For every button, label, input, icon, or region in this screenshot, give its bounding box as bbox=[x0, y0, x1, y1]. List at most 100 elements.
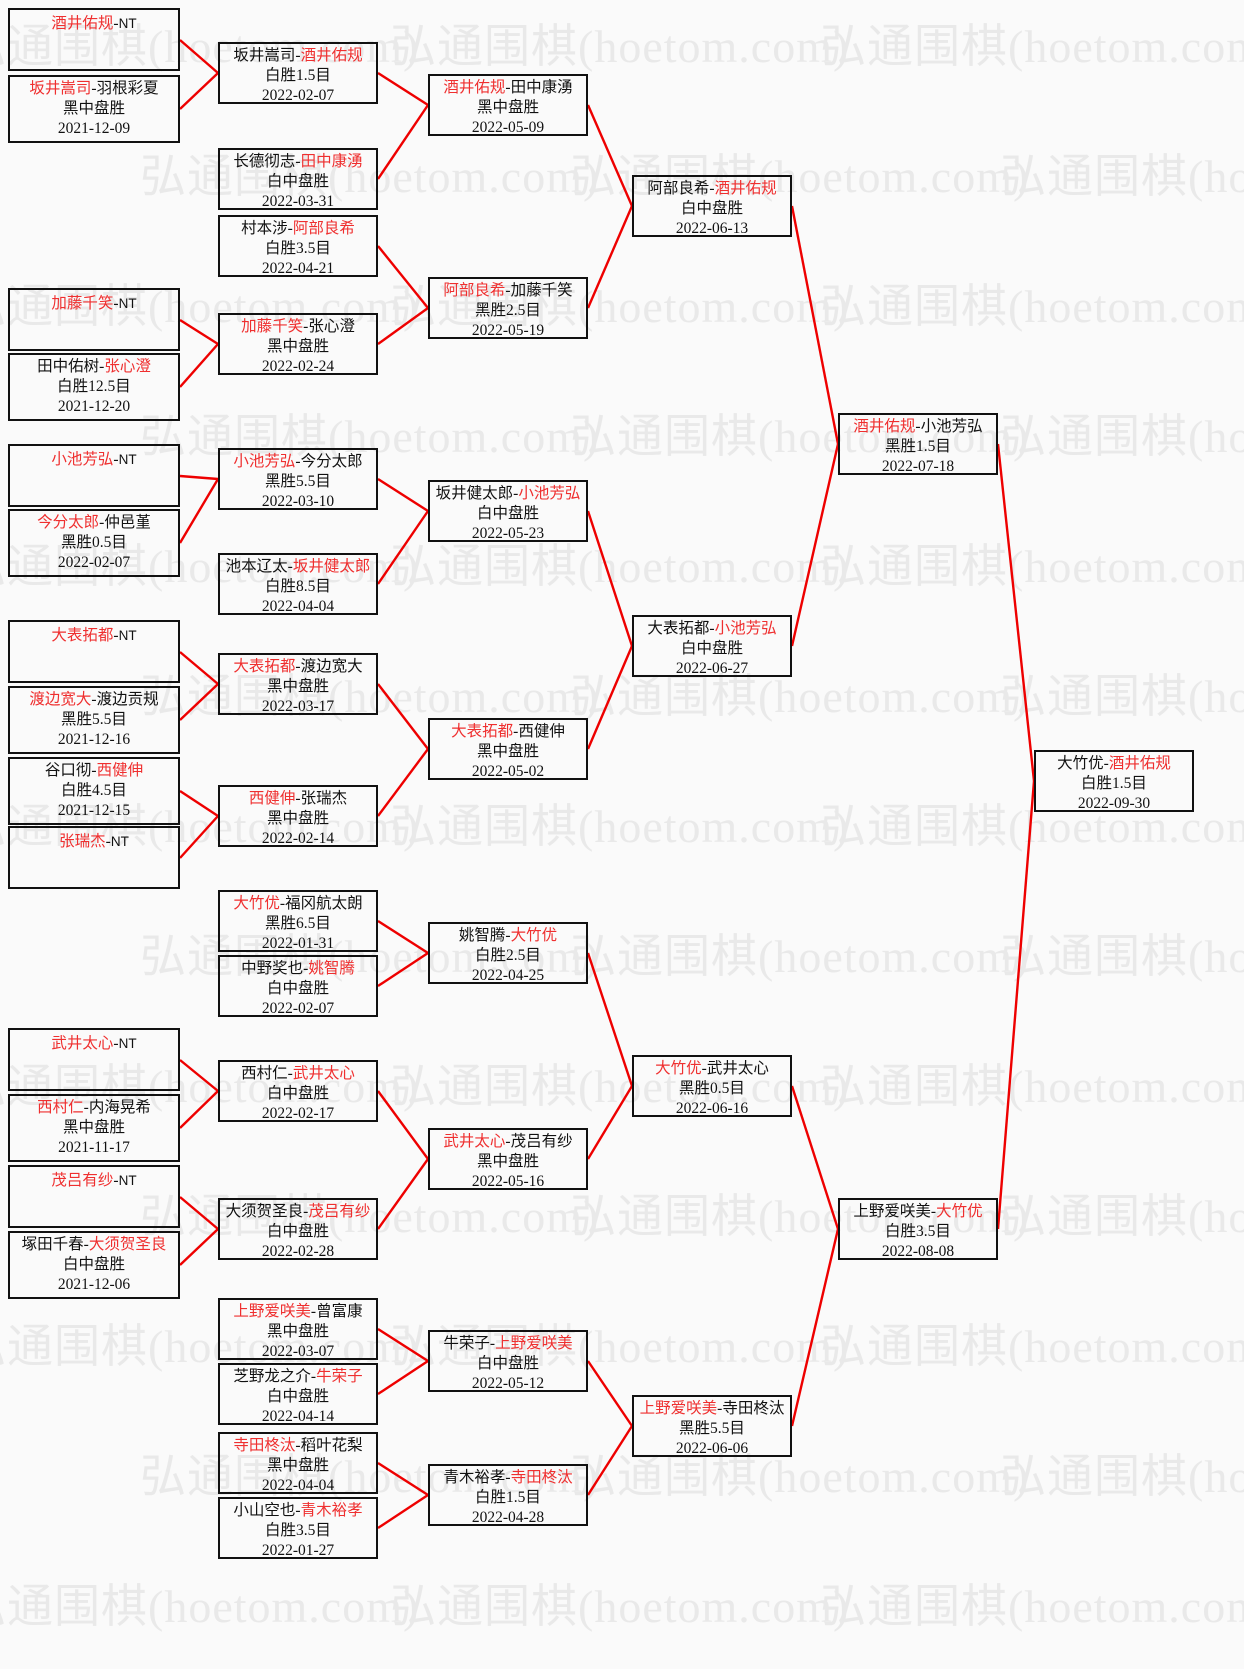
player-separator: - bbox=[295, 153, 301, 170]
match-box-r2_11[interactable]: 西村仁-武井太心 白中盘胜 2022-02-17 bbox=[218, 1060, 378, 1122]
match-date: 2022-06-06 bbox=[675, 1440, 749, 1457]
match-box-r2_04[interactable]: 加藤千笑-张心澄 黑中盘胜 2022-02-24 bbox=[218, 313, 378, 375]
player-separator: - bbox=[287, 1065, 293, 1082]
match-box-r3_08[interactable]: 青木裕孝-寺田柊汰 白胜1.5目 2022-04-28 bbox=[428, 1464, 588, 1526]
match-box-r4_01[interactable]: 阿部良希-酒井佑规 白中盘胜 2022-06-13 bbox=[632, 175, 792, 237]
match-box-r2_05[interactable]: 小池芳弘-今分太郎 黑胜5.5目 2022-03-10 bbox=[218, 448, 378, 510]
match-box-r1_13[interactable]: 茂吕有纱-NT bbox=[8, 1165, 180, 1228]
match-box-r1_09[interactable]: 谷口彻-西健伸 白胜4.5目 2021-12-15 bbox=[8, 757, 180, 825]
player-separator: - bbox=[295, 1502, 301, 1519]
player-right: 酒井佑规 bbox=[714, 180, 777, 197]
match-players: 阿部良希-加藤千笑 bbox=[430, 281, 586, 301]
match-result: 白中盘胜 bbox=[266, 1388, 329, 1406]
match-box-r1_01[interactable]: 酒井佑规-NT bbox=[8, 8, 180, 71]
player-separator: - bbox=[709, 620, 715, 637]
match-box-final[interactable]: 大竹优-酒井佑规 白胜1.5目 2022-09-30 bbox=[1034, 750, 1194, 812]
player-left: 西村仁 bbox=[241, 1065, 288, 1082]
match-result: 黑胜5.5目 bbox=[265, 473, 331, 491]
match-box-r3_06[interactable]: 武井太心-茂吕有纱 黑中盘胜 2022-05-16 bbox=[428, 1128, 588, 1190]
match-date: 2022-02-24 bbox=[261, 358, 335, 375]
player-right: NT bbox=[118, 628, 137, 643]
match-result: 白中盘胜 bbox=[266, 173, 329, 191]
match-box-r3_03[interactable]: 坂井健太郎-小池芳弘 白中盘胜 2022-05-23 bbox=[428, 480, 588, 542]
match-date: 2022-09-30 bbox=[1077, 795, 1151, 812]
match-box-r1_05[interactable]: 小池芳弘-NT bbox=[8, 444, 180, 507]
match-box-r2_02[interactable]: 长德彻志-田中康湧 白中盘胜 2022-03-31 bbox=[218, 148, 378, 210]
match-result: 黑中盘胜 bbox=[266, 678, 329, 696]
match-players: 小池芳弘-今分太郎 bbox=[220, 452, 376, 472]
player-separator: - bbox=[513, 485, 519, 502]
match-box-r2_01[interactable]: 坂井嵩司-酒井佑规 白胜1.5目 2022-02-07 bbox=[218, 42, 378, 104]
match-players: 小山空也-青木裕孝 bbox=[220, 1501, 376, 1521]
match-result: 黑胜6.5目 bbox=[265, 915, 331, 933]
player-right: 上野爱咲美 bbox=[495, 1335, 573, 1352]
match-box-r2_09[interactable]: 大竹优-福冈航太朗 黑胜6.5目 2022-01-31 bbox=[218, 890, 378, 952]
match-players: 茂吕有纱-NT bbox=[10, 1169, 178, 1191]
match-players: 武井太心-茂吕有纱 bbox=[430, 1132, 586, 1152]
match-box-r3_04[interactable]: 大表拓都-西健伸 黑中盘胜 2022-05-02 bbox=[428, 718, 588, 780]
match-date: 2021-12-16 bbox=[57, 731, 131, 749]
match-box-r3_01[interactable]: 酒井佑规-田中康湧 黑中盘胜 2022-05-09 bbox=[428, 74, 588, 136]
match-date: 2022-02-17 bbox=[261, 1105, 335, 1122]
match-date: 2022-05-09 bbox=[471, 119, 545, 136]
match-box-r2_12[interactable]: 大须贺圣良-茂吕有纱 白中盘胜 2022-02-28 bbox=[218, 1198, 378, 1260]
match-box-r3_05[interactable]: 姚智腾-大竹优 白胜2.5目 2022-04-25 bbox=[428, 922, 588, 984]
player-separator: - bbox=[113, 1172, 119, 1189]
player-right: NT bbox=[118, 1036, 137, 1051]
player-right: 寺田柊汰 bbox=[510, 1469, 573, 1486]
match-box-r3_02[interactable]: 阿部良希-加藤千笑 黑胜2.5目 2022-05-19 bbox=[428, 277, 588, 339]
player-separator: - bbox=[83, 1099, 89, 1116]
player-right: 内海晃希 bbox=[88, 1099, 151, 1116]
match-box-r1_03[interactable]: 加藤千笑-NT bbox=[8, 288, 180, 351]
match-box-r2_07[interactable]: 大表拓都-渡边宽大 黑中盘胜 2022-03-17 bbox=[218, 653, 378, 715]
player-right: 青木裕孝 bbox=[300, 1502, 363, 1519]
player-right: 茂吕有纱 bbox=[308, 1203, 371, 1220]
match-result: 黑胜1.5目 bbox=[885, 438, 951, 456]
match-date: 2022-02-28 bbox=[261, 1243, 335, 1260]
match-box-r2_14[interactable]: 芝野龙之介-牛荣子 白中盘胜 2022-04-14 bbox=[218, 1363, 378, 1425]
match-box-r4_04[interactable]: 上野爱咲美-寺田柊汰 黑胜5.5目 2022-06-06 bbox=[632, 1395, 792, 1457]
match-box-r1_12[interactable]: 西村仁-内海晃希 黑中盘胜 2021-11-17 bbox=[8, 1094, 180, 1162]
match-result: 白中盘胜 bbox=[476, 1355, 539, 1373]
match-box-r1_02[interactable]: 坂井嵩司-羽根彩夏 黑中盘胜 2021-12-09 bbox=[8, 75, 180, 143]
match-box-r2_06[interactable]: 池本辽太-坂井健太郎 白胜8.5目 2022-04-04 bbox=[218, 553, 378, 615]
match-players: 牛荣子-上野爱咲美 bbox=[430, 1334, 586, 1354]
player-right: NT bbox=[118, 1173, 137, 1188]
match-box-r1_14[interactable]: 塚田千春-大须贺圣良 白中盘胜 2021-12-06 bbox=[8, 1231, 180, 1299]
player-right: 渡边宽大 bbox=[300, 658, 363, 675]
player-separator: - bbox=[295, 453, 301, 470]
match-date: 2021-12-06 bbox=[57, 1276, 131, 1294]
player-left: 今分太郎 bbox=[37, 514, 100, 531]
match-box-r5_01[interactable]: 酒井佑规-小池芳弘 黑胜1.5目 2022-07-18 bbox=[838, 413, 998, 475]
match-box-r4_03[interactable]: 大竹优-武井太心 黑胜0.5目 2022-06-16 bbox=[632, 1055, 792, 1117]
match-players: 大表拓都-西健伸 bbox=[430, 722, 586, 742]
player-left: 池本辽太 bbox=[225, 558, 288, 575]
player-separator: - bbox=[113, 627, 119, 644]
match-box-r1_11[interactable]: 武井太心-NT bbox=[8, 1028, 180, 1091]
match-box-r1_08[interactable]: 渡边宽大-渡边贡规 黑胜5.5目 2021-12-16 bbox=[8, 686, 180, 754]
match-box-r5_02[interactable]: 上野爱咲美-大竹优 白胜3.5目 2022-08-08 bbox=[838, 1198, 998, 1260]
match-box-r1_04[interactable]: 田中佑树-张心澄 白胜12.5目 2021-12-20 bbox=[8, 353, 180, 421]
match-date: 2022-05-02 bbox=[471, 763, 545, 780]
match-box-r2_08[interactable]: 西健伸-张瑞杰 黑中盘胜 2022-02-14 bbox=[218, 785, 378, 847]
match-box-r2_13[interactable]: 上野爱咲美-曾富康 黑中盘胜 2022-03-07 bbox=[218, 1298, 378, 1360]
player-left: 小池芳弘 bbox=[51, 451, 114, 468]
match-date: 2021-11-17 bbox=[58, 1139, 130, 1157]
match-date: 2022-01-31 bbox=[261, 935, 335, 952]
match-box-r2_16[interactable]: 小山空也-青木裕孝 白胜3.5目 2022-01-27 bbox=[218, 1497, 378, 1559]
match-box-r1_07[interactable]: 大表拓都-NT bbox=[8, 620, 180, 683]
player-right: 小池芳弘 bbox=[714, 620, 777, 637]
match-box-r2_15[interactable]: 寺田柊汰-稻叶花梨 黑中盘胜 2022-04-04 bbox=[218, 1432, 378, 1494]
match-box-r3_07[interactable]: 牛荣子-上野爱咲美 白中盘胜 2022-05-12 bbox=[428, 1330, 588, 1392]
player-separator: - bbox=[709, 180, 715, 197]
match-box-r2_03[interactable]: 村本涉-阿部良希 白胜3.5目 2022-04-21 bbox=[218, 215, 378, 277]
match-result: 黑胜0.5目 bbox=[61, 534, 127, 552]
player-left: 加藤千笑 bbox=[241, 318, 304, 335]
match-box-r1_06[interactable]: 今分太郎-仲邑堇 黑胜0.5目 2022-02-07 bbox=[8, 509, 180, 577]
player-right: 田中康湧 bbox=[510, 79, 573, 96]
match-box-r4_02[interactable]: 大表拓都-小池芳弘 白中盘胜 2022-06-27 bbox=[632, 615, 792, 677]
match-box-r2_10[interactable]: 中野奖也-姚智腾 白中盘胜 2022-02-07 bbox=[218, 955, 378, 1017]
match-box-r1_10[interactable]: 张瑞杰-NT bbox=[8, 826, 180, 889]
match-result: 白中盘胜 bbox=[680, 200, 743, 218]
player-left: 坂井嵩司 bbox=[29, 80, 92, 97]
